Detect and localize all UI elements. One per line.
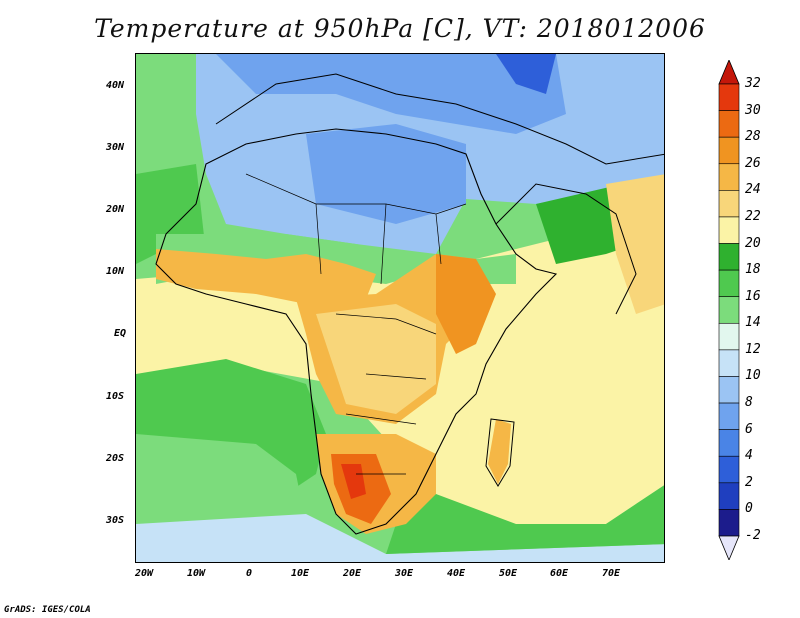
colorbar-label: 32: [745, 76, 761, 91]
colorbar-label: 28: [745, 129, 761, 145]
madagascar-region: [488, 419, 511, 484]
colorbar-label: 8: [745, 395, 753, 411]
deep-cold-region: [496, 54, 556, 94]
colorbar-label: 12: [745, 341, 761, 357]
y-label-30n: 30N: [106, 142, 125, 153]
x-label-60e: 60E: [550, 568, 569, 579]
temperature-map: [135, 53, 665, 563]
colorbar: [718, 60, 740, 560]
colorbar-label: 18: [745, 262, 761, 278]
x-label-40e: 40E: [447, 568, 466, 579]
south-indian-region: [386, 485, 664, 554]
x-label-20e: 20E: [343, 568, 362, 579]
india-warm-region: [606, 174, 664, 314]
europe-cold-region: [216, 54, 566, 134]
colorbar-swatch: [718, 296, 740, 324]
colorbar-swatch: [718, 110, 740, 138]
colorbar-label: 0: [745, 501, 753, 517]
madagascar-coastline: [485, 418, 515, 487]
colorbar-upper-arrow: [718, 60, 740, 85]
colorbar-label: 30: [745, 102, 761, 118]
colorbar-label: 14: [745, 315, 761, 331]
colorbar-label: 2: [745, 474, 753, 490]
colorbar-swatch: [718, 136, 740, 165]
colorbar-label: -2: [745, 528, 761, 543]
europe-coastline: [215, 73, 664, 165]
colorbar-lower-arrow: [718, 535, 740, 560]
y-label-30s: 30S: [106, 515, 125, 526]
colorbar-label: 20: [745, 235, 761, 251]
colorbar-swatch: [718, 269, 740, 298]
sahara-cold-region: [306, 124, 466, 224]
southern-ocean-region: [136, 514, 664, 562]
colorbar-label: 24: [745, 182, 761, 198]
colorbar-swatch: [718, 376, 740, 404]
colorbar-swatch: [718, 216, 740, 244]
colorbar-swatches: [718, 60, 740, 560]
y-label-10s: 10S: [106, 391, 125, 402]
x-label-0: 0: [246, 568, 253, 579]
africa-coastline: [155, 128, 558, 535]
y-label-10n: 10N: [106, 266, 125, 277]
west-africa-warm-region: [156, 249, 376, 304]
colorbar-swatch: [718, 509, 740, 537]
colorbar-label: 22: [745, 208, 761, 224]
footer-credit: GrADS: IGES/COLA: [4, 605, 91, 615]
arabia-india-coastline: [495, 183, 637, 315]
colorbar-label: 26: [745, 155, 761, 171]
kalahari-hottest-region: [341, 464, 366, 499]
map-canvas: [136, 54, 664, 562]
x-label-70e: 70E: [602, 568, 621, 579]
y-label-20s: 20S: [106, 453, 125, 464]
colorbar-swatch: [718, 482, 740, 510]
y-label-40n: 40N: [106, 80, 125, 91]
colorbar-swatch: [718, 402, 740, 430]
colorbar-swatch: [718, 190, 740, 218]
country-borders: [245, 173, 467, 475]
colorbar-swatch: [718, 429, 740, 457]
east-africa-hot-region: [436, 254, 496, 354]
colorbar-label: 6: [745, 421, 753, 437]
map-title: Temperature at 950hPa [C], VT: 201801200…: [94, 14, 706, 43]
central-africa-mild-region: [316, 304, 436, 414]
colorbar-label: 16: [745, 288, 761, 304]
colorbar-swatch: [718, 163, 740, 191]
x-label-20w: 20W: [135, 568, 154, 579]
x-label-10e: 10E: [291, 568, 310, 579]
colorbar-swatch: [718, 83, 740, 111]
y-label-eq: EQ: [114, 328, 127, 339]
colorbar-label: 4: [745, 448, 753, 464]
colorbar-swatch: [718, 349, 740, 377]
x-label-30e: 30E: [395, 568, 414, 579]
colorbar-swatch: [718, 243, 740, 271]
y-label-20n: 20N: [106, 204, 125, 215]
colorbar-swatch: [718, 455, 740, 484]
colorbar-swatch: [718, 322, 740, 351]
x-label-50e: 50E: [499, 568, 518, 579]
x-label-10w: 10W: [187, 568, 206, 579]
colorbar-label: 10: [745, 368, 761, 384]
